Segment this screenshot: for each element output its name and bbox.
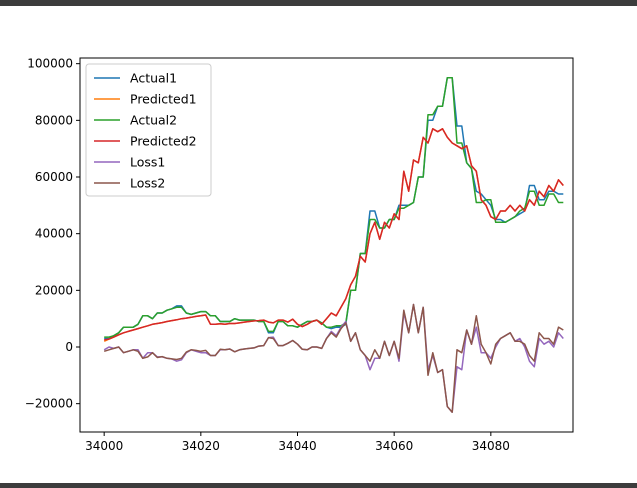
x-tick-label: 34040 [278,439,316,453]
y-tick-label: −20000 [25,397,73,411]
x-tick-label: 34000 [85,439,123,453]
series-layer [103,77,564,413]
legend-label: Actual2 [130,113,177,128]
axis-ticks: 34000 34020 34040 34060 34080 −20000 0 20000 400… [25,57,510,453]
x-tick-label: 34080 [472,439,510,453]
legend-label: Predicted2 [130,134,197,149]
series-line-loss2 [103,303,564,413]
y-tick-label: 100000 [27,57,73,71]
series-line-predicted2 [104,128,564,341]
legend-label: Loss1 [130,155,165,170]
y-tick-label: 80000 [35,113,73,127]
plot-frame [79,57,574,433]
window-top-bar [0,0,637,6]
x-tick-label: 34060 [375,439,413,453]
x-tick-label: 34020 [182,439,220,453]
window-bottom-bar [0,483,637,488]
legend: Actual1 Predicted1 Actual2 Predicted2 Loss1 L… [85,63,212,197]
series-line-actual1 [104,77,564,340]
series-line-actual2 [104,77,564,338]
y-tick-label: 20000 [35,283,73,297]
y-tick-label: 0 [65,340,73,354]
legend-box [85,63,212,197]
legend-label: Loss2 [130,176,165,191]
y-tick-label: 40000 [35,227,73,241]
legend-label: Actual1 [130,71,177,86]
legend-label: Predicted1 [130,92,197,107]
y-tick-label: 60000 [35,170,73,184]
